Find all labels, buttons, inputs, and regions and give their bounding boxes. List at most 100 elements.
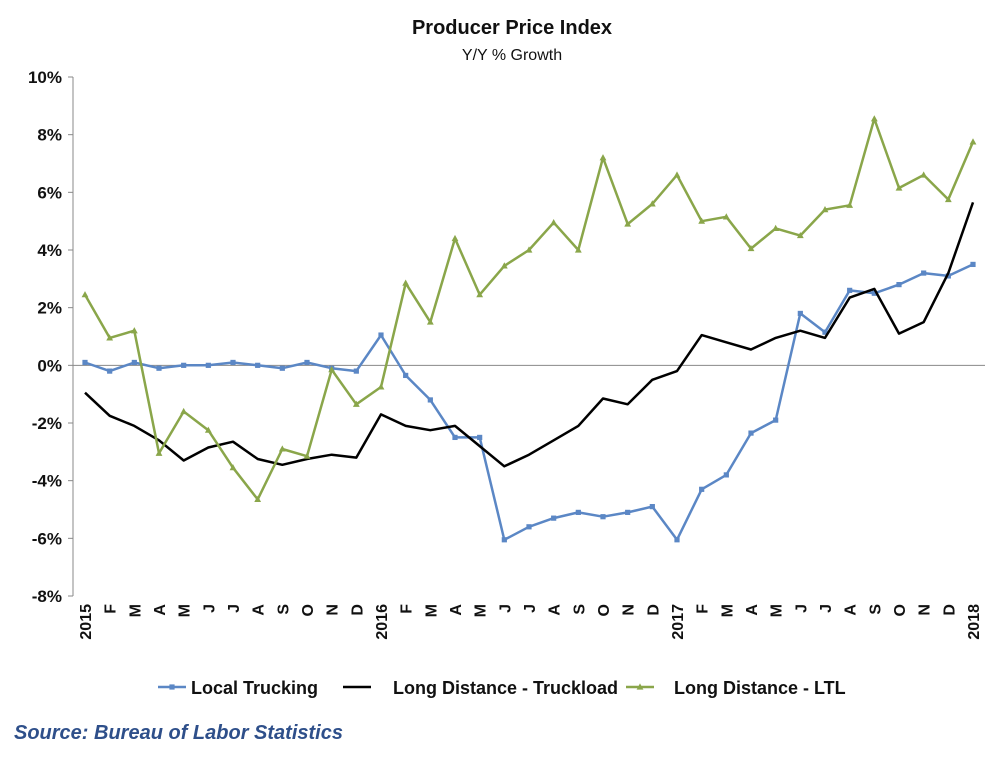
series-long-distance-truckload [84, 201, 975, 468]
data-point [501, 537, 507, 543]
data-point [106, 334, 114, 341]
x-tick-label: M [127, 604, 144, 617]
series-layer [81, 115, 977, 543]
x-tick-label: N [621, 604, 638, 616]
data-point [797, 310, 803, 317]
x-tick-label: J [793, 604, 810, 613]
legend-label: Long Distance - LTL [674, 678, 846, 698]
data-point [895, 184, 903, 191]
x-tick-label: J [201, 604, 218, 613]
data-point [550, 219, 558, 226]
x-tick-label: N [917, 604, 934, 616]
data-point [303, 452, 311, 459]
data-point [822, 329, 828, 335]
data-point [748, 430, 754, 436]
data-point [204, 426, 212, 433]
data-point [477, 434, 483, 441]
x-tick-label: N [325, 604, 342, 616]
x-tick-label: O [300, 604, 317, 616]
x-tick-label: F [695, 604, 712, 614]
data-point [796, 231, 804, 239]
data-point [155, 449, 163, 456]
data-point [772, 224, 780, 231]
data-point [476, 291, 484, 298]
x-tick-label: J [226, 604, 243, 613]
data-point [131, 359, 137, 366]
data-point [944, 195, 952, 203]
data-point [230, 359, 236, 366]
x-tick-label: S [867, 604, 884, 615]
x-tick-label: M [177, 604, 194, 617]
legend-label: Local Trucking [191, 678, 318, 698]
legend-item: Local Trucking [158, 678, 318, 698]
data-point [254, 495, 262, 503]
data-point [181, 362, 187, 368]
legend-marker [636, 683, 644, 690]
data-point [279, 365, 285, 371]
x-tick-label: O [892, 604, 909, 616]
legend-marker [169, 684, 175, 690]
x-tick-label: A [152, 604, 169, 616]
y-tick-label: 8% [37, 126, 62, 145]
data-point [81, 291, 89, 298]
data-point [156, 365, 162, 371]
x-tick-label: A [448, 604, 465, 616]
x-tick-label: 2018 [966, 604, 983, 640]
x-tick-label: 2016 [374, 604, 391, 640]
series-line [84, 263, 974, 542]
data-point [722, 213, 730, 220]
data-point [180, 407, 188, 415]
series-long-distance-ltl [81, 115, 977, 503]
x-tick-label: A [744, 604, 761, 616]
data-point [698, 217, 706, 224]
y-tick-label: 4% [37, 241, 62, 260]
legend-item: Long Distance - Truckload [343, 678, 618, 698]
x-tick-label: J [818, 604, 835, 613]
x-tick-label: D [645, 604, 662, 616]
x-tick-label: S [275, 604, 292, 615]
x-tick-label: S [571, 604, 588, 615]
data-point [896, 282, 902, 288]
y-tick-label: -6% [32, 529, 62, 548]
data-point [870, 115, 878, 122]
data-point [673, 171, 681, 178]
series-line [84, 201, 975, 468]
data-point [970, 261, 976, 268]
data-point [378, 332, 384, 338]
data-point [846, 201, 854, 208]
x-tick-label: M [423, 604, 440, 617]
data-point [599, 154, 607, 161]
chart-subtitle: Y/Y % Growth [462, 47, 562, 64]
data-point [353, 368, 359, 374]
y-tick-label: -2% [32, 414, 62, 433]
data-point [452, 434, 458, 441]
series-local-trucking [82, 261, 976, 543]
chart-title: Producer Price Index [412, 17, 612, 39]
x-tick-label: A [547, 604, 564, 616]
x-tick-label: D [941, 604, 958, 616]
data-point [304, 359, 310, 366]
data-point [205, 362, 211, 368]
x-tick-label: 2015 [78, 604, 95, 640]
data-point [674, 537, 680, 543]
legend: Local Trucking Long Distance - Truckload L… [158, 678, 846, 698]
source-note: Source: Bureau of Labor Statistics [14, 722, 343, 744]
x-tick-label: J [522, 604, 539, 613]
x-tick-label: F [399, 604, 416, 614]
legend-label: Long Distance - Truckload [393, 678, 618, 698]
data-point [969, 138, 977, 145]
x-tick-label: J [497, 604, 514, 613]
data-point [255, 362, 261, 368]
data-point [427, 397, 433, 403]
data-point [451, 234, 459, 242]
data-point [575, 509, 581, 515]
data-point [426, 318, 434, 325]
data-point [551, 515, 557, 521]
x-tick-label: M [769, 604, 786, 617]
data-point [377, 383, 385, 390]
data-point [107, 368, 113, 374]
y-tick-label: 2% [37, 299, 62, 318]
data-point [229, 464, 237, 471]
data-point [847, 287, 853, 293]
x-tick-label: A [251, 604, 268, 616]
